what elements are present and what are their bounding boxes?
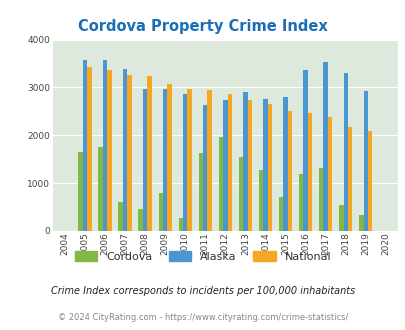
Bar — [318, 168, 323, 231]
Bar — [283, 97, 287, 231]
Text: Cordova Property Crime Index: Cordova Property Crime Index — [78, 19, 327, 34]
Bar — [262, 99, 267, 231]
Bar — [323, 62, 327, 231]
Bar — [143, 89, 147, 231]
Bar — [198, 153, 202, 231]
Bar — [223, 100, 227, 231]
Bar — [87, 67, 91, 231]
Bar — [347, 127, 352, 231]
Bar — [367, 130, 371, 231]
Bar — [327, 116, 331, 231]
Bar — [307, 113, 311, 231]
Text: © 2024 CityRating.com - https://www.cityrating.com/crime-statistics/: © 2024 CityRating.com - https://www.city… — [58, 313, 347, 322]
Bar — [227, 94, 231, 231]
Bar — [338, 205, 343, 231]
Bar — [178, 217, 183, 231]
Bar — [287, 112, 292, 231]
Bar — [238, 157, 243, 231]
Text: Crime Index corresponds to incidents per 100,000 inhabitants: Crime Index corresponds to incidents per… — [51, 286, 354, 296]
Bar — [358, 215, 362, 231]
Bar — [362, 91, 367, 231]
Bar — [247, 100, 252, 231]
Bar — [298, 174, 303, 231]
Bar — [243, 92, 247, 231]
Bar — [147, 77, 151, 231]
Bar — [138, 210, 143, 231]
Bar — [343, 73, 347, 231]
Bar — [167, 84, 171, 231]
Legend: Cordova, Alaska, National: Cordova, Alaska, National — [71, 247, 334, 265]
Bar — [122, 69, 127, 231]
Bar — [183, 94, 187, 231]
Bar — [118, 202, 122, 231]
Bar — [78, 152, 83, 231]
Bar — [102, 60, 107, 231]
Bar — [187, 89, 191, 231]
Bar — [127, 75, 131, 231]
Bar — [258, 170, 262, 231]
Bar — [278, 197, 283, 231]
Bar — [303, 70, 307, 231]
Bar — [218, 137, 223, 231]
Bar — [83, 60, 87, 231]
Bar — [267, 104, 271, 231]
Bar — [107, 70, 111, 231]
Bar — [202, 105, 207, 231]
Bar — [162, 89, 167, 231]
Bar — [98, 147, 102, 231]
Bar — [158, 193, 162, 231]
Bar — [207, 90, 211, 231]
